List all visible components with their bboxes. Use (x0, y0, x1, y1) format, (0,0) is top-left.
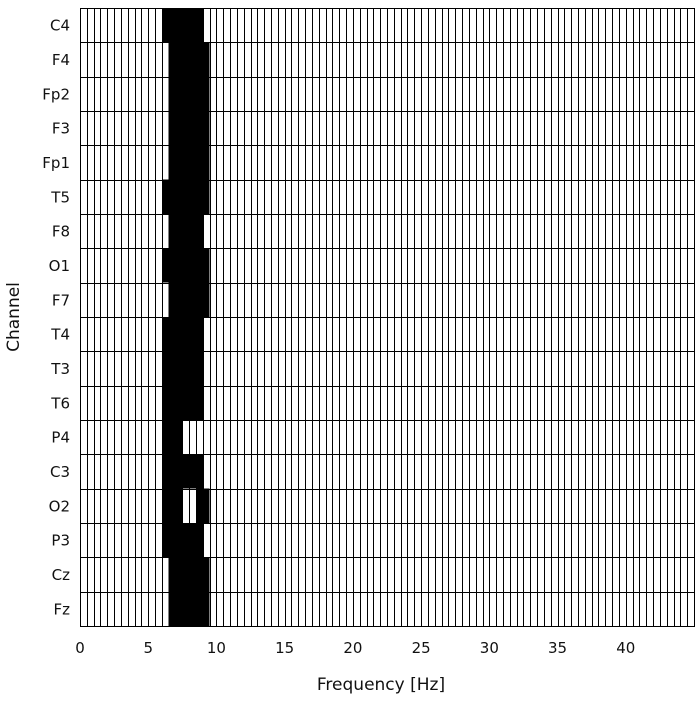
channel-label-fp2: Fp2 (42, 85, 70, 103)
channel-label-f7: F7 (52, 291, 70, 309)
channel-label-t3: T3 (50, 360, 70, 378)
frequency-tick-label: 35 (548, 639, 567, 657)
frequency-tick-label: 30 (480, 639, 499, 657)
heatmap-cell-o2 (195, 488, 210, 523)
frequency-tick-labels: 0 5 10 15 20 25 30 35 40 (75, 639, 635, 657)
frequency-tick-label: 10 (207, 639, 226, 657)
channel-label-cz: Cz (52, 566, 70, 584)
frequency-tick-label: 0 (75, 639, 85, 657)
channel-label-t5: T5 (50, 188, 70, 206)
channel-label-p3: P3 (51, 532, 70, 550)
channel-label-p4: P4 (51, 429, 70, 447)
channel-label-f4: F4 (52, 51, 70, 69)
channel-label-f8: F8 (52, 223, 70, 241)
frequency-tick-label: 25 (412, 639, 431, 657)
frequency-tick-label: 15 (275, 639, 294, 657)
x-axis-title: Frequency [Hz] (317, 675, 445, 695)
channel-label-c3: C3 (50, 463, 70, 481)
heatmap-cell-f8 (168, 214, 203, 249)
channel-label-t6: T6 (50, 394, 70, 412)
channel-label-fz: Fz (53, 600, 70, 618)
channel-label-fp1: Fp1 (42, 154, 70, 172)
channel-label-o1: O1 (49, 257, 70, 275)
frequency-tick-label: 20 (343, 639, 362, 657)
frequency-tick-label: 5 (143, 639, 153, 657)
channel-label-o2: O2 (49, 497, 70, 515)
heatmap-cell-p4 (161, 420, 183, 455)
channel-label-c4: C4 (50, 17, 70, 35)
heatmap-cell-o2 (161, 488, 183, 523)
frequency-tick-label: 40 (616, 639, 635, 657)
plot-frame (80, 8, 695, 627)
channel-label-f3: F3 (52, 120, 70, 138)
channel-label-t4: T4 (50, 326, 70, 344)
channel-tick-labels: C4 F4 Fp2 F3 Fp1 T5 F8 O1 F7 T4 T3 T6 P4 C3 O2 P3 Cz Fz (42, 17, 70, 619)
y-axis-title: Channel (4, 282, 24, 352)
horizontal-grid-lines (80, 8, 694, 627)
